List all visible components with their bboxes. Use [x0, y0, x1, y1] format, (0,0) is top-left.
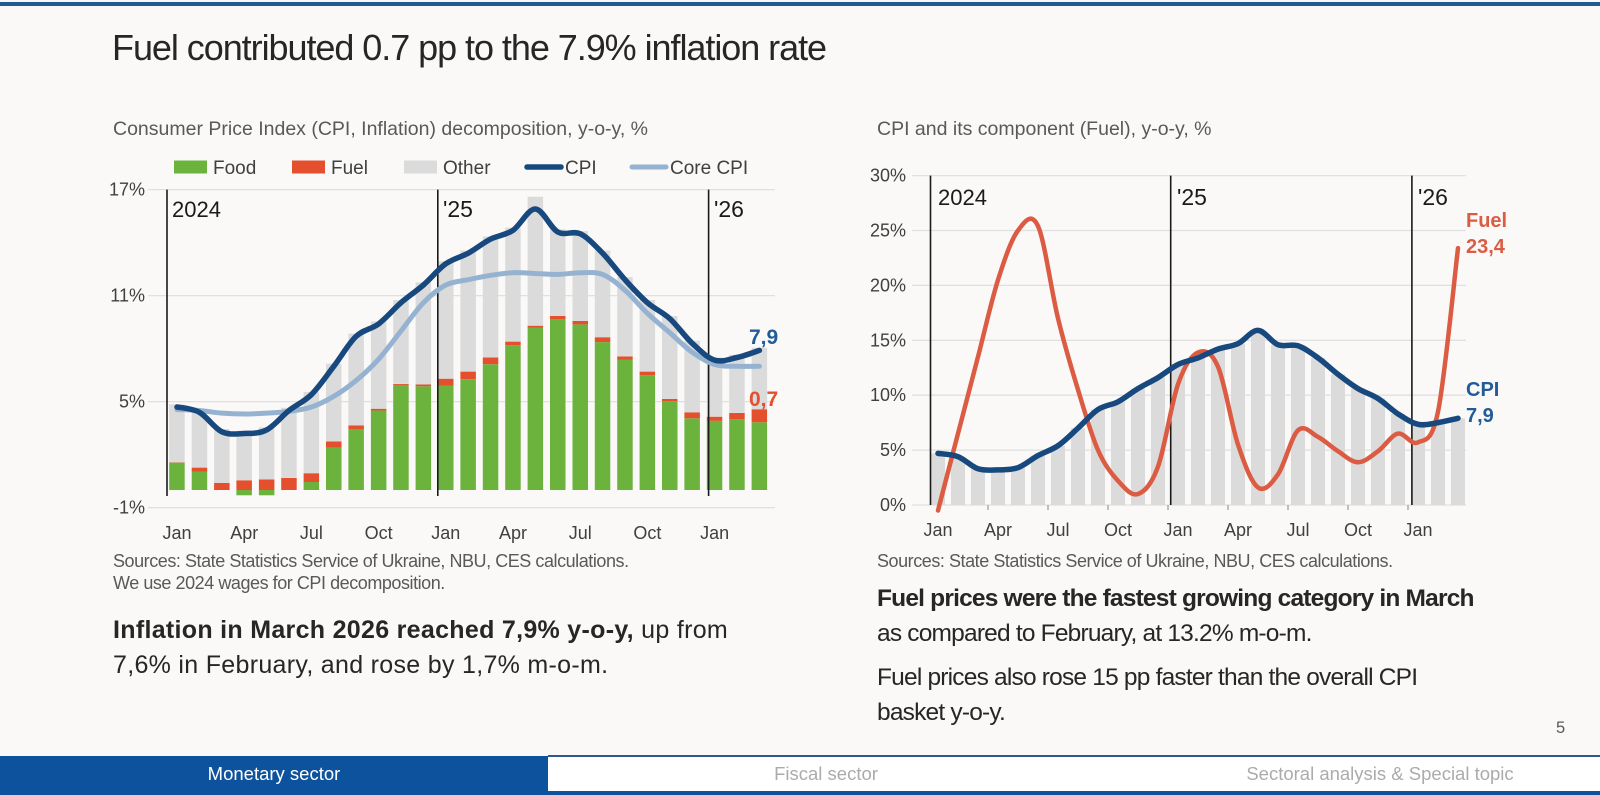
svg-text:Oct: Oct	[633, 523, 661, 543]
svg-text:CPI: CPI	[565, 158, 597, 179]
svg-text:Apr: Apr	[1224, 520, 1252, 540]
svg-text:'26: '26	[1418, 184, 1448, 210]
svg-text:10%: 10%	[870, 385, 906, 405]
svg-text:Jul: Jul	[1046, 520, 1069, 540]
svg-text:7,9: 7,9	[749, 326, 778, 349]
svg-text:Food: Food	[213, 158, 256, 179]
svg-text:15%: 15%	[870, 330, 906, 350]
svg-text:Oct: Oct	[365, 523, 393, 543]
svg-text:Jan: Jan	[1163, 520, 1192, 540]
svg-text:-1%: -1%	[113, 498, 145, 518]
svg-text:5%: 5%	[880, 440, 906, 460]
svg-text:Core CPI: Core CPI	[670, 158, 748, 179]
svg-text:7,9: 7,9	[1466, 405, 1494, 427]
svg-text:25%: 25%	[870, 221, 906, 241]
svg-text:Apr: Apr	[499, 523, 527, 543]
svg-text:Fuel: Fuel	[1466, 210, 1507, 232]
svg-text:Fuel: Fuel	[331, 158, 368, 179]
svg-text:Apr: Apr	[230, 523, 258, 543]
svg-text:0,7: 0,7	[749, 388, 778, 411]
svg-text:Jan: Jan	[700, 523, 729, 543]
svg-text:'26: '26	[714, 196, 744, 222]
svg-text:Jan: Jan	[162, 523, 191, 543]
svg-text:Jan: Jan	[1403, 520, 1432, 540]
svg-text:17%: 17%	[109, 180, 145, 200]
svg-text:Other: Other	[443, 158, 491, 179]
svg-text:5%: 5%	[119, 392, 145, 412]
svg-text:Jan: Jan	[431, 523, 460, 543]
svg-text:0%: 0%	[880, 495, 906, 515]
svg-text:2024: 2024	[172, 197, 221, 222]
svg-text:Apr: Apr	[984, 520, 1012, 540]
svg-text:2024: 2024	[938, 185, 987, 210]
svg-text:CPI: CPI	[1466, 379, 1499, 401]
svg-text:Jul: Jul	[1286, 520, 1309, 540]
svg-text:Jul: Jul	[569, 523, 592, 543]
svg-text:30%: 30%	[870, 166, 906, 186]
svg-text:Jan: Jan	[923, 520, 952, 540]
svg-text:20%: 20%	[870, 275, 906, 295]
svg-text:Oct: Oct	[1104, 520, 1132, 540]
svg-text:Jul: Jul	[300, 523, 323, 543]
svg-text:'25: '25	[443, 196, 473, 222]
svg-text:11%: 11%	[110, 286, 145, 306]
svg-text:23,4: 23,4	[1466, 236, 1506, 258]
svg-text:'25: '25	[1177, 184, 1207, 210]
svg-text:Oct: Oct	[1344, 520, 1372, 540]
